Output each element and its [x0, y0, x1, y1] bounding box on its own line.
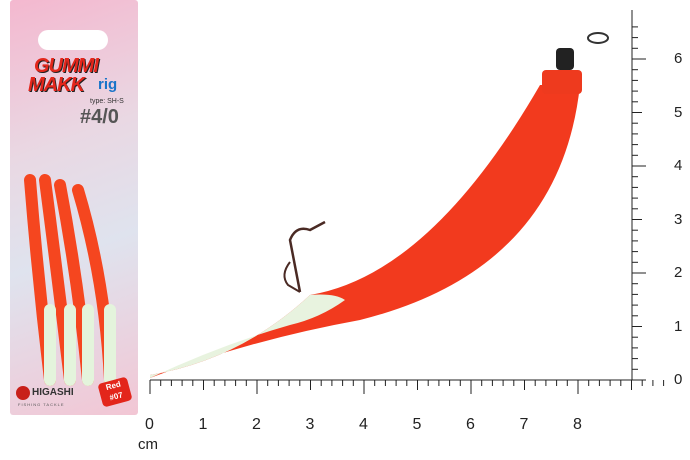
y-label: 2: [674, 264, 683, 281]
x-label: 6: [466, 416, 475, 433]
x-label: 7: [519, 416, 529, 433]
y-label: 0: [674, 371, 683, 388]
product-type: type: SH-S: [90, 98, 124, 105]
brand-line1: GUMMI: [34, 55, 99, 77]
brand-line2: MAKK: [28, 74, 85, 96]
x-label: 1: [198, 416, 208, 433]
packaged-lures: [24, 174, 116, 386]
unit-label: cm: [138, 436, 158, 453]
maker-name: HIGASHI: [32, 387, 74, 398]
x-label: 4: [359, 416, 368, 433]
x-label: 3: [305, 416, 315, 433]
y-label: 1: [674, 317, 683, 335]
y-label: 3: [674, 210, 683, 228]
hook-size: #4/0: [80, 106, 119, 128]
horizontal-ruler: [149, 379, 665, 394]
x-label: 0: [145, 416, 154, 433]
x-label: 8: [573, 416, 582, 433]
maker-subtitle: FISHING TACKLE: [18, 402, 65, 407]
lure: [150, 32, 609, 378]
y-label: 6: [674, 50, 683, 67]
maker-logo-icon: [16, 386, 30, 400]
vertical-ruler: [631, 10, 646, 381]
brand-suffix: rig: [98, 76, 118, 93]
x-label: 2: [252, 416, 261, 433]
x-label: 5: [412, 416, 422, 433]
hang-hole: [38, 30, 108, 50]
hook: [288, 220, 326, 293]
y-label: 4: [674, 157, 683, 174]
y-label: 5: [674, 103, 683, 121]
product-package: GUMMI MAKK rig type: SH-S #4/0 HIGASHI F…: [10, 0, 138, 415]
